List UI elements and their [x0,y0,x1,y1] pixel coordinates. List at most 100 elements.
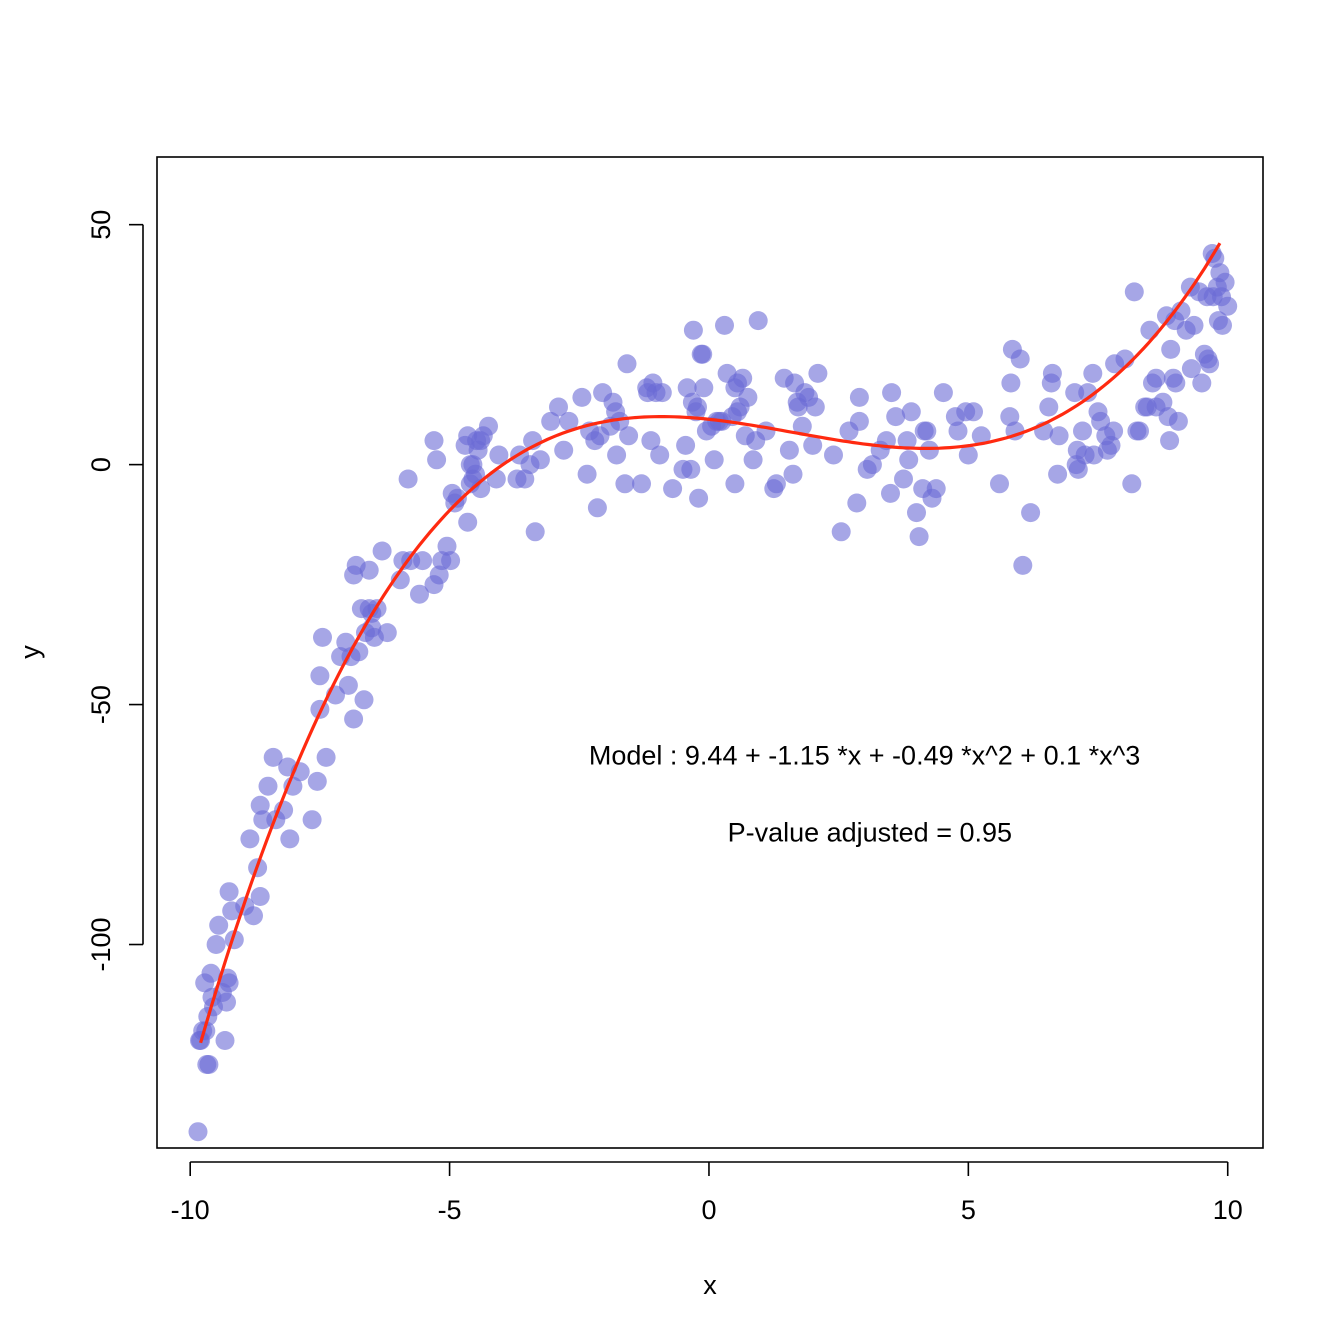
data-point [253,810,273,830]
data-point [881,483,900,503]
data-point [632,474,651,494]
data-point [882,383,902,403]
data-point [372,541,392,561]
data-point [663,479,683,499]
annotations: Model : 9.44 + -1.15 *x + -0.49 *x^2 + 0… [589,741,1140,848]
data-point [907,503,926,523]
data-point [849,387,869,407]
data-point [1184,315,1204,335]
data-point [1124,282,1144,302]
data-point [302,810,322,830]
y-axis: -100 -50 0 50 [86,210,144,972]
data-point [209,915,229,935]
data-point [909,527,929,547]
data-point [756,421,776,441]
data-point [689,488,709,508]
data-point [748,311,768,331]
data-point [1021,503,1041,523]
data-point [549,397,568,417]
data-point [677,378,697,398]
x-axis: -10 -5 0 5 10 [171,1161,1243,1225]
data-point [316,747,336,767]
data-point [610,411,630,431]
data-point [926,479,946,499]
data-point [619,426,639,446]
data-point [201,963,221,983]
data-point [437,536,457,556]
data-point [515,469,535,489]
data-point [862,455,882,475]
data-point [971,426,991,446]
data-point [489,445,509,465]
y-tick-label: 50 [86,210,116,240]
data-point [250,795,270,815]
data-point [1161,339,1181,359]
data-point [244,906,263,926]
data-point [779,440,799,460]
data-point [725,474,745,494]
x-axis-title: x [703,1270,717,1300]
x-tick-label: 0 [701,1195,716,1225]
data-point [1010,349,1030,369]
data-point [398,469,418,489]
data-point [641,431,661,451]
data-point [683,320,703,340]
data-point [240,829,260,849]
data-point [1039,397,1059,417]
data-point [897,431,917,451]
data-point [652,383,672,403]
data-point [1146,368,1166,388]
data-point [310,666,330,686]
data-point [958,445,978,465]
data-point [766,474,786,494]
data-point [803,435,823,455]
data-point [1213,315,1232,335]
data-point [948,421,968,441]
data-point [258,776,278,796]
data-point [1130,421,1149,441]
data-point [964,402,983,422]
data-point [743,450,763,470]
data-point [1160,431,1180,451]
data-point [219,882,239,902]
data-point [1065,383,1085,403]
data-point [338,675,358,695]
y-tick-label: -100 [86,917,116,971]
y-tick-label: -50 [86,685,116,724]
data-point [899,450,919,470]
data-point [410,584,429,604]
data-point [206,935,226,954]
data-point [919,440,939,460]
data-point [1122,474,1142,494]
data-point [424,431,444,451]
x-tick-label: -5 [438,1195,462,1225]
data-point [1048,464,1068,484]
data-point [479,416,498,436]
data-point [219,973,239,993]
data-point [572,387,592,407]
data-point [1068,459,1088,479]
data-point [1091,411,1111,431]
data-point [344,709,364,729]
data-point [615,474,635,494]
data-point [188,1122,208,1142]
data-point [1218,296,1238,316]
data-point [525,522,545,542]
data-point [1001,373,1021,393]
data-point [377,623,397,643]
data-point [808,363,828,383]
data-point [886,407,906,427]
data-point [783,464,803,484]
data-point [215,1031,235,1050]
data-point [688,397,707,417]
data-point [715,315,734,335]
data-point [250,887,270,906]
data-point [354,690,374,710]
data-point [917,421,937,441]
data-point [217,992,236,1012]
data-point [577,464,597,484]
data-point [849,411,869,431]
data-point [704,450,724,470]
fit-curve [199,242,1222,1044]
data-point [1096,426,1116,446]
